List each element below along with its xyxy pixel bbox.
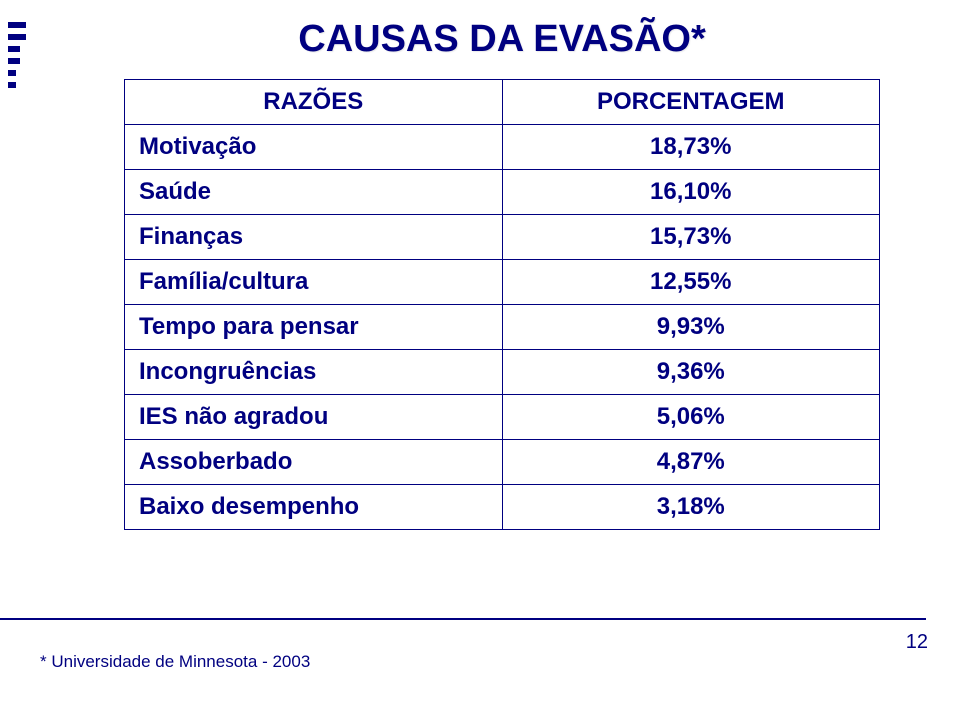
table-row: Assoberbado 4,87%: [125, 440, 880, 485]
mark-icon: [8, 82, 16, 88]
table-body: Motivação 18,73% Saúde 16,10% Finanças 1…: [125, 125, 880, 530]
row-label: IES não agradou: [125, 395, 503, 440]
mark-icon: [8, 46, 20, 52]
table-row: Baixo desempenho 3,18%: [125, 485, 880, 530]
mark-icon: [8, 58, 20, 64]
row-value: 3,18%: [502, 485, 880, 530]
mark-icon: [8, 34, 26, 40]
mark-icon: [8, 70, 16, 76]
table-container: RAZÕES PORCENTAGEM Motivação 18,73% Saúd…: [78, 79, 926, 530]
table-row: Família/cultura 12,55%: [125, 260, 880, 305]
row-label: Finanças: [125, 215, 503, 260]
page-number: 12: [906, 631, 928, 654]
row-label: Tempo para pensar: [125, 305, 503, 350]
table-row: Tempo para pensar 9,93%: [125, 305, 880, 350]
row-value: 16,10%: [502, 170, 880, 215]
table-row: IES não agradou 5,06%: [125, 395, 880, 440]
row-label: Família/cultura: [125, 260, 503, 305]
table-row: Finanças 15,73%: [125, 215, 880, 260]
row-label: Assoberbado: [125, 440, 503, 485]
row-label: Incongruências: [125, 350, 503, 395]
table-header-row: RAZÕES PORCENTAGEM: [125, 80, 880, 125]
row-label: Motivação: [125, 125, 503, 170]
row-value: 15,73%: [502, 215, 880, 260]
slide: CAUSAS DA EVASÃO* RAZÕES PORCENTAGEM Mot…: [0, 0, 960, 702]
row-value: 4,87%: [502, 440, 880, 485]
row-value: 12,55%: [502, 260, 880, 305]
mark-icon: [8, 22, 26, 28]
causes-table: RAZÕES PORCENTAGEM Motivação 18,73% Saúd…: [124, 79, 880, 530]
header-percentage: PORCENTAGEM: [502, 80, 880, 125]
table-row: Motivação 18,73%: [125, 125, 880, 170]
table-row: Incongruências 9,36%: [125, 350, 880, 395]
decorative-corner-marks: [8, 22, 26, 88]
header-reasons: RAZÕES: [125, 80, 503, 125]
row-label: Saúde: [125, 170, 503, 215]
slide-title: CAUSAS DA EVASÃO*: [78, 18, 926, 61]
footnote-text: * Universidade de Minnesota - 2003: [40, 652, 310, 672]
row-label: Baixo desempenho: [125, 485, 503, 530]
row-value: 9,93%: [502, 305, 880, 350]
row-value: 9,36%: [502, 350, 880, 395]
row-value: 18,73%: [502, 125, 880, 170]
table-row: Saúde 16,10%: [125, 170, 880, 215]
horizontal-divider: [0, 618, 926, 620]
row-value: 5,06%: [502, 395, 880, 440]
